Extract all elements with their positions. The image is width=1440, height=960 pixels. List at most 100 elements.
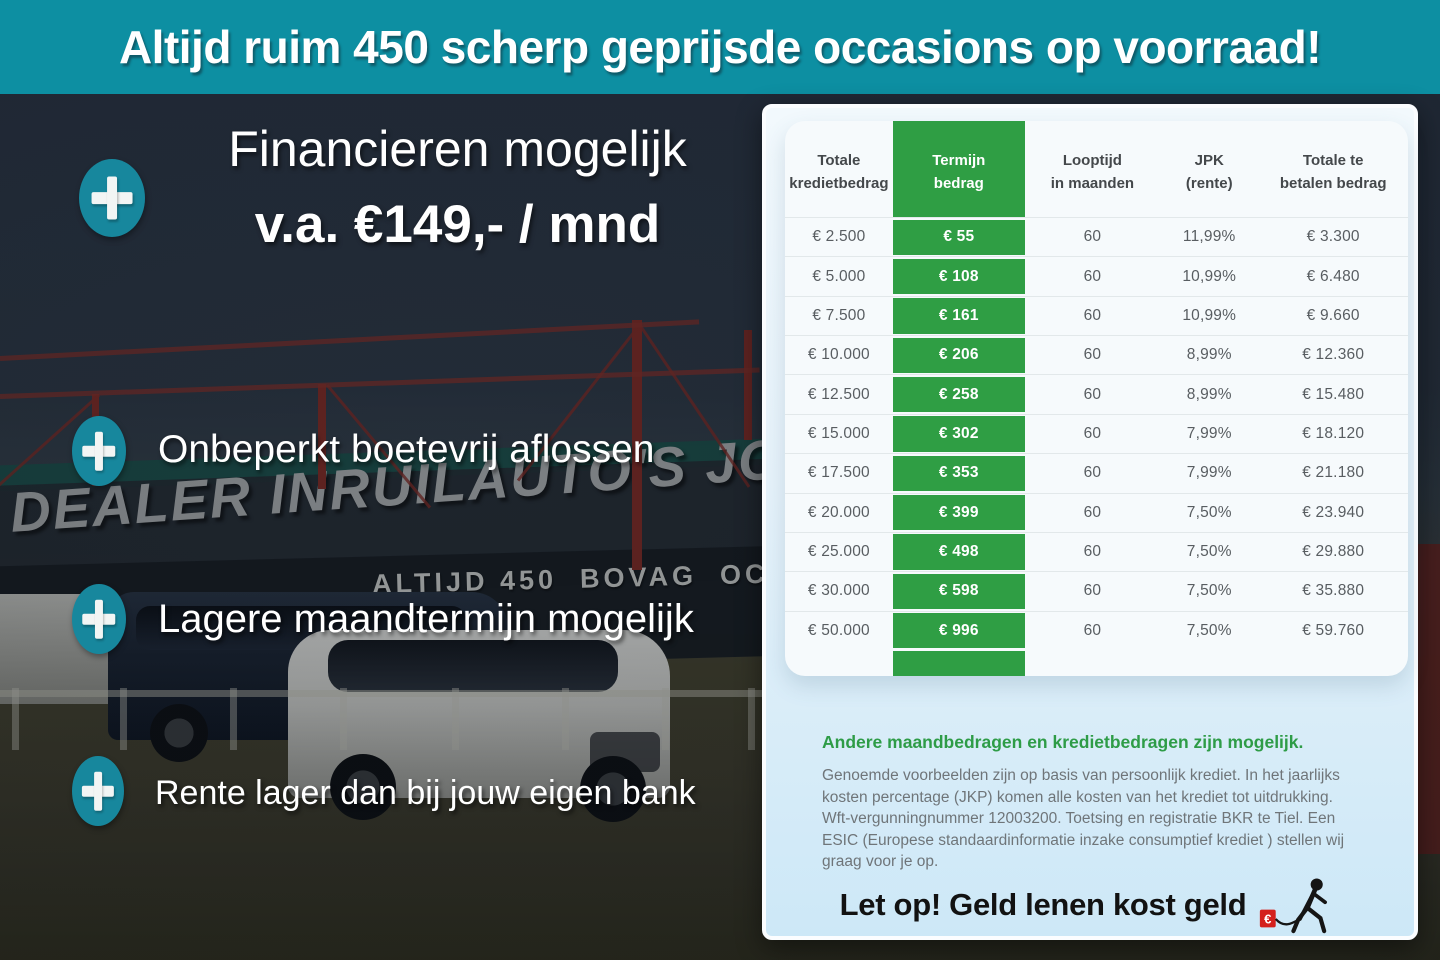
table-cell: 60 [1083,582,1102,600]
table-row: € 20.000 € 399 60 7,50% € 23.940 [785,492,1408,532]
fence-post [748,688,755,750]
table-cell: € 25.000 [807,543,870,561]
fence-rail [0,690,770,697]
fence-post [452,688,459,750]
table-cell: 60 [1083,464,1102,482]
table-row: € 25.000 € 498 60 7,50% € 29.880 [785,531,1408,571]
table-cell-termijn: € 55 [892,219,1025,255]
table-cell-termijn: € 996 [892,613,1025,649]
table-cell-termijn: € 206 [892,337,1025,373]
table-cell: € 30.000 [807,582,870,600]
table-cell: 7,99% [1186,464,1232,482]
table-cell: € 9.660 [1306,306,1360,324]
financing-card: Totale kredietbedrag Termijn bedrag Loop… [762,104,1418,940]
promo-headline: Financieren mogelijk v.a. €149,- / mnd [160,120,755,255]
table-cell: 60 [1083,267,1102,285]
fence-post [340,688,347,750]
promo-copy: Financieren mogelijk v.a. €149,- / mnd O… [0,94,762,960]
table-row: € 15.000 € 302 60 7,99% € 18.120 [785,413,1408,453]
column-header-termijn: Termijn bedrag [892,121,1025,217]
table-cell: € 18.120 [1302,424,1365,442]
table-cell: € 3.300 [1306,228,1360,246]
table-cell-termijn: € 598 [892,573,1025,610]
table-cell: € 12.500 [807,385,870,403]
red-mast [632,320,642,570]
table-cell: 7,50% [1186,582,1232,600]
table-cell-termijn: € 258 [892,376,1025,413]
table-row: € 10.000 € 206 60 8,99% € 12.360 [785,335,1408,374]
table-cell: € 21.180 [1302,464,1365,482]
table-cell: € 59.760 [1302,621,1365,639]
table-cell: 60 [1083,621,1102,639]
table-cell: 7,50% [1186,621,1232,639]
table-cell: 7,99% [1186,424,1232,442]
table-cell: € 7.500 [812,306,866,324]
plus-icon [79,159,145,237]
footer-disclaimer: Genoemde voorbeelden zijn op basis van p… [822,767,1345,870]
footer-highlight: Andere maandbedragen en kredietbedragen … [822,732,1304,752]
table-cell: € 17.500 [807,464,870,482]
top-banner: Altijd ruim 450 scherp geprijsde occasio… [0,0,1440,94]
column-header: Totale kredietbedrag [789,151,889,192]
table-cell: 7,50% [1186,503,1232,521]
table-cell: € 15.480 [1302,385,1365,403]
car-wheel [150,704,208,762]
table-cell: 10,99% [1182,267,1237,285]
red-mast [318,384,326,489]
table-cell: 8,99% [1186,346,1232,364]
table-cell: € 10.000 [807,346,870,364]
promo-subtitle: v.a. €149,- / mnd [254,195,661,254]
credit-warning: Let op! Geld lenen kost geld € [766,876,1414,934]
car-wheel [580,756,646,822]
plus-icon [72,584,126,654]
table-cell: € 35.880 [1302,582,1365,600]
geld-lenen-kost-geld-icon: € [1260,878,1328,934]
table-row: € 5.000 € 108 60 10,99% € 6.480 [785,256,1408,295]
table-row: € 17.500 € 353 60 7,99% € 21.180 [785,453,1408,492]
table-row: € 2.500 € 55 60 11,99% € 3.300 [785,217,1408,256]
car-wheel [330,754,396,820]
table-cell: 60 [1083,503,1102,521]
banner-text: Altijd ruim 450 scherp geprijsde occasio… [118,21,1322,73]
column-header: JPK (rente) [1185,151,1233,192]
promo-bullet: Rente lager dan bij jouw eigen bank [155,774,696,812]
table-cell-termijn: € 108 [892,258,1025,295]
table-cell: 60 [1083,346,1102,364]
financing-table: Totale kredietbedrag Termijn bedrag Loop… [785,121,1408,676]
table-cell: € 23.940 [1302,503,1365,521]
table-row: € 12.500 € 258 60 8,99% € 15.480 [785,374,1408,413]
table-cell: € 5.000 [812,267,866,285]
table-cell: 10,99% [1182,306,1237,324]
table-cell-termijn: € 399 [892,495,1025,531]
table-row: € 7.500 € 161 60 10,99% € 9.660 [785,295,1408,335]
fence-post [120,688,127,750]
column-header: Looptijd in maanden [1050,151,1135,192]
table-cell: 8,99% [1186,385,1232,403]
table-row: € 30.000 € 598 60 7,50% € 35.880 [785,571,1408,610]
table-cell: 60 [1083,306,1102,324]
promo-bullet: Lagere maandtermijn mogelijk [158,597,694,641]
table-cell: € 2.500 [812,228,866,246]
credit-warning-text: Let op! Geld lenen kost geld [839,887,1247,922]
plus-icon [72,756,124,826]
table-cell: € 12.360 [1302,346,1365,364]
table-cell: € 29.880 [1302,543,1365,561]
table-cell: 60 [1083,424,1102,442]
table-cell-termijn: € 302 [892,416,1025,452]
table-cell: 60 [1083,385,1102,403]
table-cell: 60 [1083,228,1102,246]
table-cell: € 50.000 [807,621,870,639]
svg-text:€: € [1265,912,1273,927]
fence-post [562,688,569,750]
table-cell: € 20.000 [807,503,870,521]
table-cell: 7,50% [1186,543,1232,561]
table-cell-termijn: € 498 [892,534,1025,570]
fence-post [12,688,19,750]
table-cell: 60 [1083,543,1102,561]
promo-bullet: Onbeperkt boetevrij aflossen [158,428,655,471]
table-cell-termijn: € 161 [892,298,1025,334]
red-mast [744,330,752,440]
column-header: Totale te betalen bedrag [1279,151,1387,192]
promo-title: Financieren mogelijk [228,121,687,177]
